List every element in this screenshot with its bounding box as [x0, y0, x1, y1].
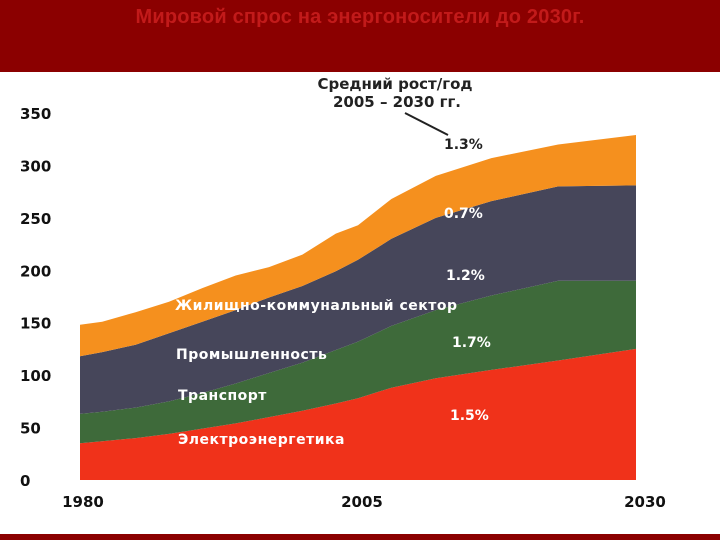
area-electricity	[80, 348, 636, 480]
y-tick-label: 100	[20, 367, 51, 385]
x-tick-label: 1980	[62, 493, 104, 511]
x-tick-label: 2030	[624, 493, 666, 511]
y-tick-label: 300	[20, 157, 51, 175]
industry-label: Промышленность	[176, 347, 327, 363]
y-axis: 0 50 100 150 200 250 300 350	[20, 105, 51, 490]
area-layers	[80, 135, 636, 480]
growth-electricity-label: 1.5%	[450, 408, 489, 424]
growth-residential-label: 1.3%	[444, 137, 483, 153]
annotations: Средний рост/год 2005 – 2030 гг. 1.3% 0.…	[175, 75, 491, 448]
x-axis: 1980 2005 2030	[62, 493, 666, 511]
area-transport	[80, 280, 636, 444]
avg-growth-title-line1: Средний рост/год	[317, 75, 472, 93]
y-tick-label: 0	[20, 472, 30, 490]
electricity-label: Электроэнергетика	[178, 432, 345, 448]
y-tick-label: 350	[20, 105, 51, 123]
area-industry	[80, 185, 636, 414]
transport-label: Транспорт	[178, 388, 267, 404]
residential-sector-label: Жилищно-коммунальный сектор	[175, 298, 458, 314]
area-residential	[80, 135, 636, 357]
x-tick-label: 2005	[341, 493, 383, 511]
header-bar	[0, 0, 720, 72]
growth-transport-label: 1.2%	[446, 268, 485, 284]
growth-industry-label: 0.7%	[444, 206, 483, 222]
y-tick-label: 150	[20, 315, 51, 333]
page-title: Мировой спрос на энергоносители до 2030г…	[135, 6, 585, 28]
y-tick-label: 200	[20, 262, 51, 280]
y-tick-label: 50	[20, 420, 41, 438]
growth-transport2-label: 1.7%	[452, 335, 491, 351]
annotation-arrow	[404, 112, 449, 136]
bottom-strip	[0, 534, 720, 540]
y-tick-label: 250	[20, 210, 51, 228]
avg-growth-title-line2: 2005 – 2030 гг.	[333, 93, 461, 111]
